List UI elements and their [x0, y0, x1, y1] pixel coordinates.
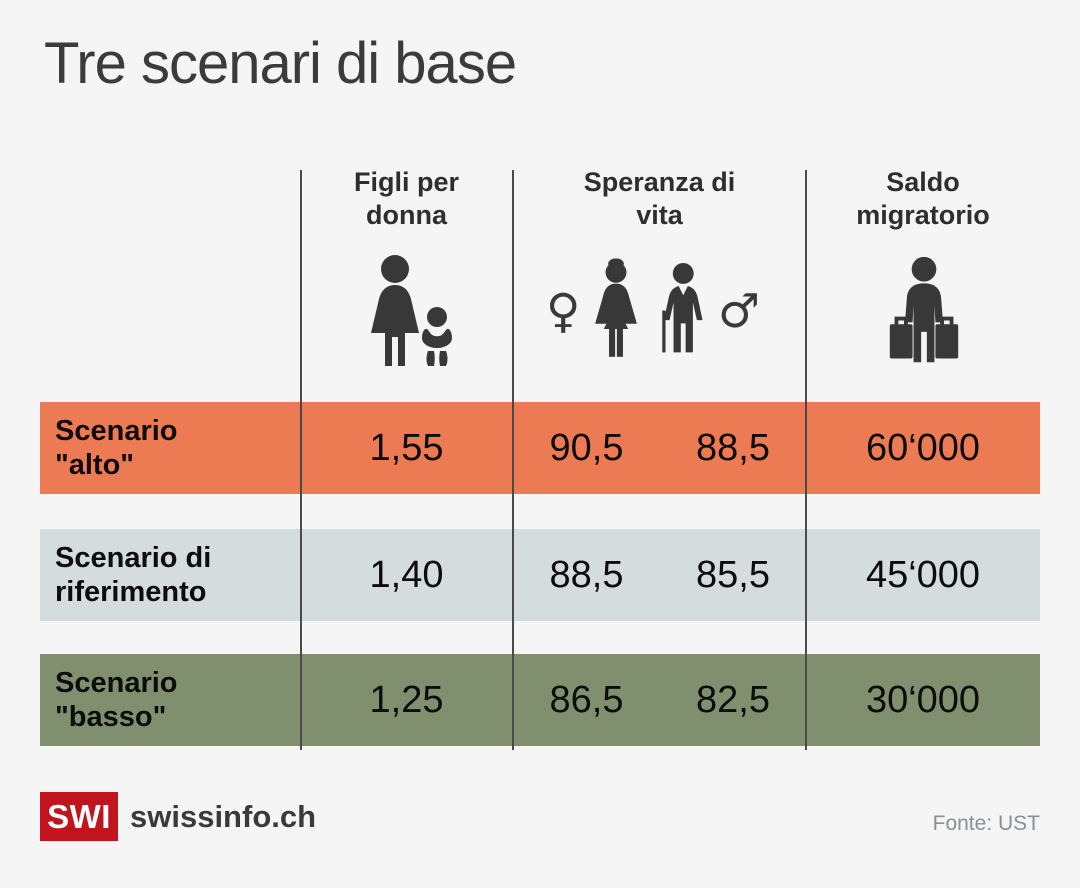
source-note: Fonte: UST [932, 812, 1040, 835]
man-with-cane-icon [651, 252, 709, 370]
row-label-line: "basso" [55, 701, 167, 733]
page-title: Tre scenari di base [44, 31, 517, 96]
value-speranza-vita-donne: 88,5 [549, 554, 624, 596]
value-saldo-migratorio: 45‘000 [865, 554, 981, 596]
column-header-line: donna [366, 200, 447, 230]
life-expectancy-icons: ♀ ♂ [546, 252, 760, 370]
migrant-with-suitcases-icon [886, 253, 962, 373]
value-speranza-vita-uomini: 88,5 [696, 427, 770, 469]
column-divider [512, 170, 514, 750]
column-header-line: migratorio [856, 200, 990, 230]
swissinfo-logo-text: swissinfo.ch [130, 798, 317, 834]
column-header-line: Saldo [886, 167, 960, 197]
table-row-scenario-basso: Scenario "basso" 1,25 86,5 82,5 30‘000 [40, 654, 1040, 746]
value-speranza-vita-donne: 86,5 [549, 679, 624, 721]
value-figli-per-donna: 1,55 [369, 427, 444, 469]
value-figli-per-donna: 1,25 [369, 679, 444, 721]
column-header-line: Speranza di [583, 167, 736, 197]
column-header-saldo-migratorio: Saldo migratorio [806, 166, 1040, 232]
column-header-line: Figli per [353, 167, 459, 197]
male-symbol-icon: ♂ [717, 283, 760, 339]
column-divider [300, 170, 302, 750]
column-header-figli-per-donna: Figli per donna [300, 166, 513, 232]
table-row-scenario-riferimento: Scenario di riferimento 1,40 88,5 85,5 4… [40, 529, 1040, 621]
row-label-line: Scenario [55, 415, 178, 447]
value-speranza-vita-donne: 90,5 [549, 427, 624, 469]
swissinfo-logo: SWI swissinfo.ch [40, 792, 316, 841]
row-label-line: Scenario [55, 667, 178, 699]
value-speranza-vita-uomini: 82,5 [696, 679, 770, 721]
row-label-line: "alto" [55, 449, 135, 481]
column-header-line: vita [636, 200, 683, 230]
value-figli-per-donna: 1,40 [369, 554, 444, 596]
value-saldo-migratorio: 60‘000 [865, 427, 981, 469]
row-label: Scenario di riferimento [55, 541, 211, 609]
table-row-scenario-alto: Scenario "alto" 1,55 90,5 88,5 60‘000 [40, 402, 1040, 494]
mother-child-icon [362, 253, 458, 376]
column-header-speranza-di-vita: Speranza di vita [513, 166, 806, 232]
swi-logo-badge: SWI [40, 792, 118, 841]
row-label-line: Scenario di [55, 542, 212, 574]
value-saldo-migratorio: 30‘000 [865, 679, 981, 721]
value-speranza-vita-uomini: 85,5 [696, 554, 770, 596]
female-symbol-icon: ♀ [546, 283, 581, 339]
column-divider [805, 170, 807, 750]
row-label: Scenario "basso" [55, 666, 178, 734]
woman-icon [589, 252, 643, 370]
row-label-line: riferimento [55, 576, 207, 608]
row-label: Scenario "alto" [55, 414, 178, 482]
